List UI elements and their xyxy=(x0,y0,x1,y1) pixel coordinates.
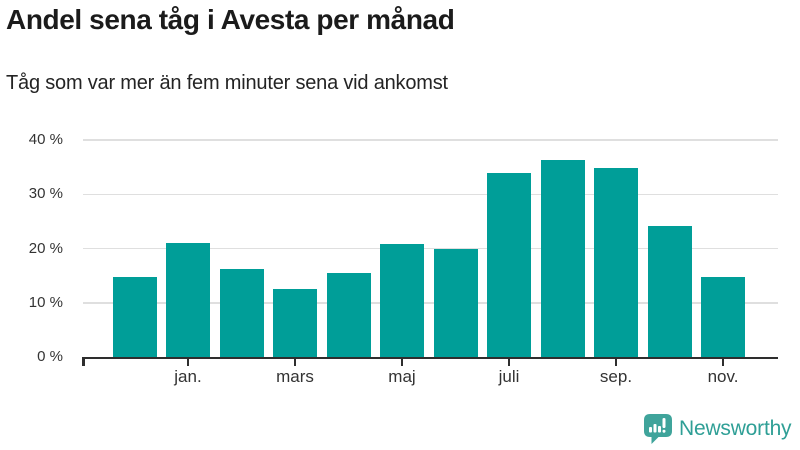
newsworthy-logo-text: Newsworthy xyxy=(679,417,792,440)
bar-month-1 xyxy=(112,277,157,357)
bar-month-2 xyxy=(166,243,210,357)
x-axis-tick-sep xyxy=(615,359,617,366)
x-axis-tick-juli xyxy=(508,359,510,366)
x-axis-label-jan: jan. xyxy=(174,367,202,386)
chart-title: Andel sena tåg i Avesta per månad xyxy=(6,4,455,35)
bar-month-11 xyxy=(647,225,692,357)
bar-month-3 xyxy=(219,269,264,357)
x-axis-label-juli: juli xyxy=(498,367,520,386)
bar-month-8 xyxy=(487,173,531,357)
bar-month-9 xyxy=(540,160,585,357)
y-axis-label-30: 30 % xyxy=(28,185,63,203)
x-axis-label-nov: nov. xyxy=(707,367,739,386)
newsworthy-logo-icon xyxy=(644,414,672,444)
chart-subtitle: Tåg som var mer än fem minuter sena vid … xyxy=(6,72,448,94)
x-axis-label-mars: mars xyxy=(276,367,314,386)
x-axis-line xyxy=(83,356,778,359)
newsworthy-logo: Newsworthy xyxy=(644,414,792,444)
y-axis-label-0: 0 % xyxy=(37,348,63,365)
gridline-40 xyxy=(83,139,778,141)
bar-month-6 xyxy=(380,244,424,357)
bar-month-5 xyxy=(326,273,371,357)
bar-month-10 xyxy=(594,168,638,357)
gridline-30 xyxy=(83,193,778,195)
bar-month-12 xyxy=(701,277,745,357)
x-axis-label-maj: maj xyxy=(388,367,416,386)
x-axis-tick-jan xyxy=(187,359,189,366)
gridline-10 xyxy=(83,302,778,304)
y-axis-label-10: 10 % xyxy=(28,293,63,311)
x-axis-tick-nov xyxy=(722,359,724,366)
x-axis-tick-maj xyxy=(401,359,403,366)
y-axis-label-40: 40 % xyxy=(28,131,63,148)
x-axis-origin-tick xyxy=(82,356,85,366)
bar-month-4 xyxy=(273,289,317,357)
bar-month-7 xyxy=(433,249,478,357)
x-axis-tick-mars xyxy=(294,359,296,366)
gridline-20 xyxy=(83,247,778,250)
x-axis-label-sep: sep. xyxy=(599,367,633,386)
y-axis-label-20: 20 % xyxy=(28,239,63,257)
